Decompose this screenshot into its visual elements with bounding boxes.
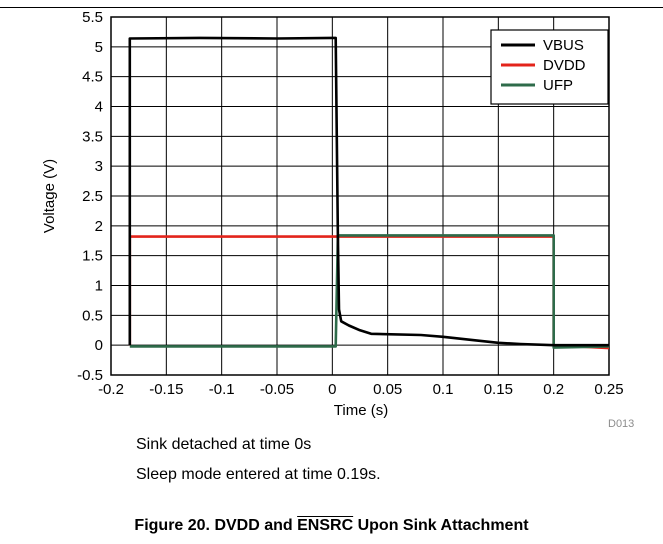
series-line-vbus [128, 36, 609, 347]
series-line-dvdd [128, 235, 610, 350]
note-sink-detached: Sink detached at time 0s [136, 436, 312, 453]
top-rule [0, 7, 663, 8]
x-tick-label: 0.2 [543, 381, 564, 398]
legend-label-dvdd: DVDD [543, 57, 586, 74]
legend-label-vbus: VBUS [543, 37, 584, 54]
y-tick-label: 4.5 [82, 69, 103, 86]
y-tick-label: 3 [95, 158, 103, 175]
plot-frame [110, 16, 610, 376]
x-tick-label: -0.2 [98, 381, 124, 398]
legend-box [490, 29, 609, 105]
y-tick-label: 0 [95, 337, 103, 354]
caption-overlined-signal: ENSRC [297, 517, 354, 534]
x-tick-label: 0 [328, 381, 336, 398]
note-sleep-mode: Sleep mode entered at time 0.19s. [136, 466, 381, 483]
y-tick-label: 1.5 [82, 248, 103, 265]
y-tick-label: 4 [95, 99, 103, 116]
y-tick-label: 5.5 [82, 9, 103, 26]
y-tick-label: 2.5 [82, 188, 103, 205]
y-tick-label: 0.5 [82, 307, 103, 324]
x-tick-label: 0.25 [594, 381, 623, 398]
y-tick-label: 3.5 [82, 128, 103, 145]
x-tick-label: -0.1 [209, 381, 235, 398]
legend-label-ufp: UFP [543, 77, 573, 94]
y-tick-label: -0.5 [77, 367, 103, 384]
x-tick-label: 0.15 [484, 381, 513, 398]
x-tick-label: -0.05 [260, 381, 294, 398]
y-axis-label: Voltage (V) [41, 159, 58, 233]
x-tick-label: 0.05 [373, 381, 402, 398]
y-tick-label: 1 [95, 278, 103, 295]
x-axis-label: Time (s) [334, 402, 388, 419]
y-tick-label: 2 [95, 218, 103, 235]
series-line-ufp [129, 234, 610, 349]
caption-suffix: Upon Sink Attachment [353, 517, 529, 534]
voltage-chart: -0.2 -0.15 -0.1 -0.05 0 0.05 0.1 0.15 0.2 0.25 -0.… [41, 9, 624, 419]
figure-caption: Figure 20. DVDD and ENSRC Upon Sink Atta… [0, 517, 663, 535]
y-tick-label: 5 [95, 39, 103, 56]
caption-prefix: Figure 20. DVDD and [134, 517, 298, 534]
figure-id: D013 [608, 418, 635, 430]
x-tick-label: 0.1 [433, 381, 454, 398]
x-tick-label: -0.15 [149, 381, 183, 398]
